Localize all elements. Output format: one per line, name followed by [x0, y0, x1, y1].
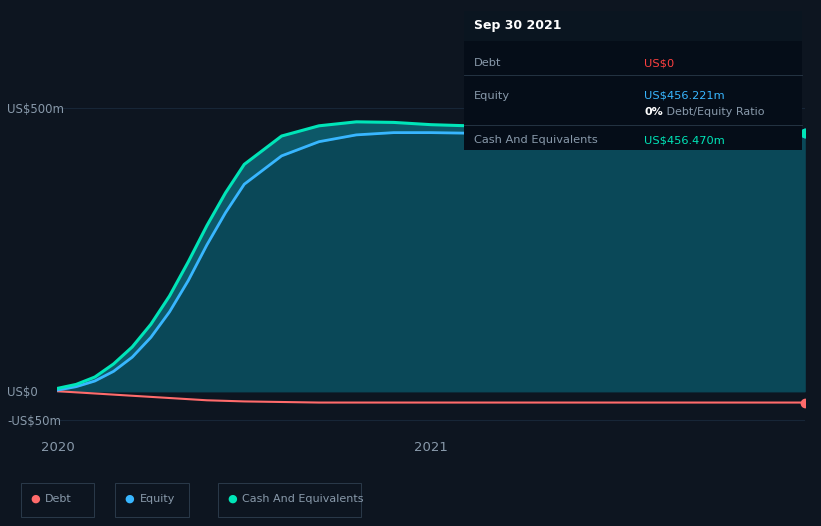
Text: Cash And Equivalents: Cash And Equivalents [242, 493, 364, 504]
Text: Debt: Debt [45, 493, 72, 504]
Text: ●: ● [125, 493, 135, 504]
Text: Equity: Equity [140, 493, 175, 504]
Text: Cash And Equivalents: Cash And Equivalents [474, 135, 598, 146]
Text: Debt: Debt [474, 58, 501, 68]
Text: Equity: Equity [474, 90, 510, 101]
Text: ●: ● [30, 493, 40, 504]
Text: US$0: US$0 [644, 58, 675, 68]
Text: US$456.221m: US$456.221m [644, 90, 725, 101]
Text: 0%: 0% [644, 106, 663, 117]
Text: Debt/Equity Ratio: Debt/Equity Ratio [663, 106, 764, 117]
Text: Sep 30 2021: Sep 30 2021 [474, 19, 562, 32]
Text: US$456.470m: US$456.470m [644, 135, 725, 146]
Text: ●: ● [227, 493, 237, 504]
